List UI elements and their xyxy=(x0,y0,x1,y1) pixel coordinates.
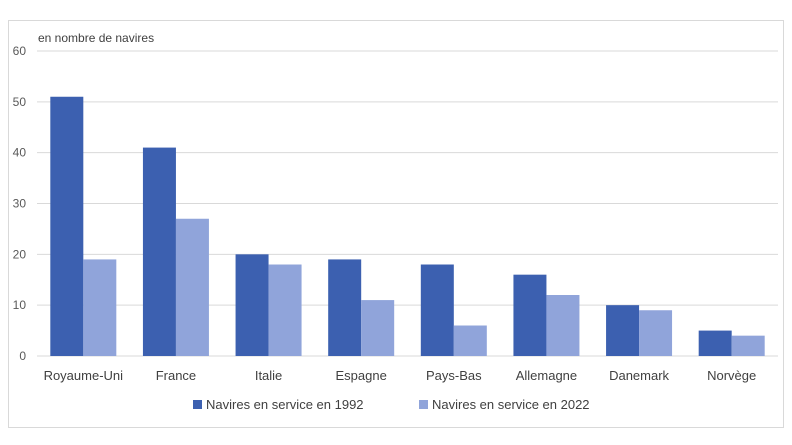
bar-2022 xyxy=(268,264,302,356)
y-axis-ticks: 0 10 20 30 40 50 60 xyxy=(13,44,27,363)
bar-2022 xyxy=(175,218,209,356)
x-tick-label: Italie xyxy=(255,368,282,383)
bar-2022 xyxy=(453,325,487,356)
legend-swatch-1992 xyxy=(193,400,202,409)
chart-frame xyxy=(8,20,784,428)
legend: Navires en service en 1992 Navires en se… xyxy=(193,397,590,412)
bar-1992 xyxy=(420,264,454,356)
bar-2022 xyxy=(83,259,117,356)
bars xyxy=(50,96,765,356)
x-tick-label: Pays-Bas xyxy=(426,368,482,383)
bar-2022 xyxy=(639,310,673,356)
y-tick-label: 10 xyxy=(13,298,27,312)
y-tick-label: 20 xyxy=(13,247,27,261)
legend-label-1992: Navires en service en 1992 xyxy=(206,397,364,412)
bar-2022 xyxy=(546,295,580,356)
bar-1992 xyxy=(50,96,84,356)
y-tick-label: 60 xyxy=(13,44,27,58)
y-tick-label: 50 xyxy=(13,95,27,109)
y-axis-label: en nombre de navires xyxy=(38,31,154,45)
y-tick-label: 30 xyxy=(13,197,27,211)
x-tick-label: Danemark xyxy=(609,368,669,383)
bar-1992 xyxy=(606,305,640,356)
x-tick-label: Royaume-Uni xyxy=(44,368,124,383)
x-tick-label: Norvège xyxy=(707,368,756,383)
y-tick-label: 40 xyxy=(13,146,27,160)
bar-1992 xyxy=(328,259,362,356)
bar-1992 xyxy=(513,274,547,356)
legend-swatch-2022 xyxy=(419,400,428,409)
bar-2022 xyxy=(731,335,765,356)
bar-2022 xyxy=(361,300,395,356)
bar-1992 xyxy=(698,330,732,356)
x-axis-labels: Royaume-Uni France Italie Espagne Pays-Bas Al… xyxy=(44,368,757,383)
x-tick-label: Allemagne xyxy=(516,368,577,383)
x-tick-label: France xyxy=(156,368,196,383)
bar-1992 xyxy=(142,147,176,356)
y-tick-label: 0 xyxy=(19,349,26,363)
legend-label-2022: Navires en service en 2022 xyxy=(432,397,590,412)
x-tick-label: Espagne xyxy=(336,368,387,383)
bar-1992 xyxy=(235,254,269,356)
